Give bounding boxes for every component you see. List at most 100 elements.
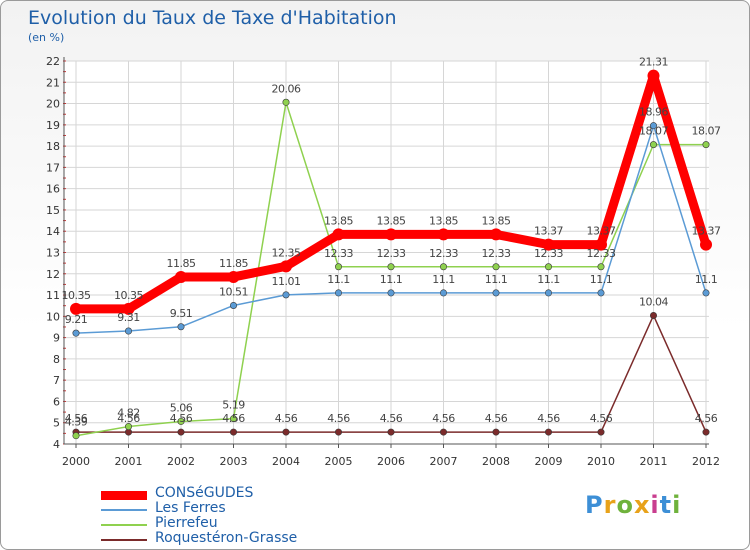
data-label: 13.85 <box>377 214 406 227</box>
data-point <box>70 302 82 315</box>
data-label: 10.04 <box>639 295 668 308</box>
y-tick-label: 5 <box>53 417 60 430</box>
data-label: 4.56 <box>117 412 140 425</box>
data-point <box>439 263 447 271</box>
data-label: 11.1 <box>485 273 508 286</box>
data-label: 9.51 <box>170 307 193 320</box>
data-label: 13.37 <box>587 225 616 238</box>
y-tick-label: 12 <box>46 268 60 281</box>
data-label: 4.56 <box>590 412 613 425</box>
data-label: 4.82 <box>117 407 140 420</box>
legend-swatch <box>101 539 147 541</box>
data-point <box>332 228 345 241</box>
data-point <box>282 291 290 299</box>
y-tick-label: 13 <box>46 247 60 260</box>
data-point <box>439 289 447 297</box>
logo-letter: x <box>633 491 651 519</box>
data-point <box>492 263 500 271</box>
y-tick-label: 7 <box>53 374 60 387</box>
data-label: 5.19 <box>222 399 245 412</box>
y-tick-label: 8 <box>53 353 60 366</box>
y-tick-label: 10 <box>46 310 60 323</box>
data-point <box>437 228 450 241</box>
data-point <box>649 122 657 130</box>
y-tick-label: 16 <box>46 183 60 196</box>
data-label: 12.33 <box>377 247 406 260</box>
data-point <box>700 238 712 251</box>
data-point <box>647 69 660 82</box>
data-point <box>544 289 552 297</box>
legend-label: CONSéGUDES <box>155 485 254 501</box>
data-label: 9.31 <box>117 311 140 324</box>
data-label: 11.1 <box>537 273 560 286</box>
data-label: 11.1 <box>432 273 455 286</box>
x-tick-label: 2004 <box>272 455 300 468</box>
data-point <box>72 329 80 337</box>
data-point <box>702 141 710 149</box>
data-point <box>334 289 342 297</box>
x-tick-label: 2009 <box>535 455 563 468</box>
data-point <box>387 289 395 297</box>
data-point <box>702 289 710 297</box>
data-label: 10.35 <box>114 289 143 302</box>
data-label: 18.07 <box>639 125 668 138</box>
data-point <box>544 428 552 436</box>
data-label: 5.06 <box>170 401 193 414</box>
data-point <box>490 228 502 241</box>
data-label: 12.35 <box>272 246 301 259</box>
data-point <box>282 428 290 436</box>
data-point <box>334 428 342 436</box>
y-tick-label: 15 <box>46 204 60 217</box>
data-point <box>230 301 238 309</box>
x-tick-label: 2002 <box>167 455 195 468</box>
data-label: 10.51 <box>219 285 248 298</box>
x-tick-label: 2006 <box>377 455 405 468</box>
y-tick-label: 18 <box>46 140 60 153</box>
data-label: 11.1 <box>590 273 613 286</box>
data-label: 9.21 <box>65 313 88 326</box>
data-label: 4.56 <box>222 412 245 425</box>
data-label: 11.01 <box>272 275 301 288</box>
y-tick-label: 9 <box>53 332 60 345</box>
data-label: 20.06 <box>272 82 301 95</box>
data-label: 13.85 <box>482 214 511 227</box>
data-point <box>597 428 605 436</box>
legend-swatch <box>101 524 147 526</box>
data-label: 18.96 <box>639 106 668 119</box>
x-tick-label: 2001 <box>115 455 143 468</box>
logo-letter: i <box>650 491 660 519</box>
y-tick-label: 6 <box>53 395 60 408</box>
data-point <box>702 428 710 436</box>
x-tick-label: 2010 <box>587 455 615 468</box>
data-label: 4.39 <box>65 416 88 429</box>
data-point <box>385 228 397 241</box>
data-label: 11.1 <box>380 273 403 286</box>
data-label: 18.07 <box>692 125 721 138</box>
y-tick-label: 4 <box>53 438 60 451</box>
chart-title: Evolution du Taux de Taxe d'Habitation <box>28 7 397 29</box>
data-label: 11.1 <box>695 273 718 286</box>
data-point <box>177 428 185 436</box>
data-point <box>334 263 342 271</box>
data-label: 11.85 <box>219 257 248 270</box>
y-tick-label: 19 <box>46 119 60 132</box>
x-tick-label: 2005 <box>325 455 353 468</box>
data-label: 13.37 <box>534 225 563 238</box>
legend-swatch <box>101 490 147 500</box>
data-point <box>387 428 395 436</box>
proxiti-logo: Proxiti <box>585 491 681 519</box>
logo-letter: i <box>672 491 682 519</box>
data-label: 12.33 <box>482 247 511 260</box>
data-point <box>387 263 395 271</box>
data-point <box>595 238 607 251</box>
data-point <box>227 270 240 283</box>
data-label: 4.56 <box>432 412 455 425</box>
data-point <box>597 263 605 271</box>
data-label: 10.35 <box>62 289 91 302</box>
data-point <box>122 302 135 315</box>
data-point <box>280 260 292 273</box>
x-tick-label: 2008 <box>482 455 510 468</box>
x-tick-label: 2011 <box>640 455 668 468</box>
data-label: 13.37 <box>692 225 721 238</box>
